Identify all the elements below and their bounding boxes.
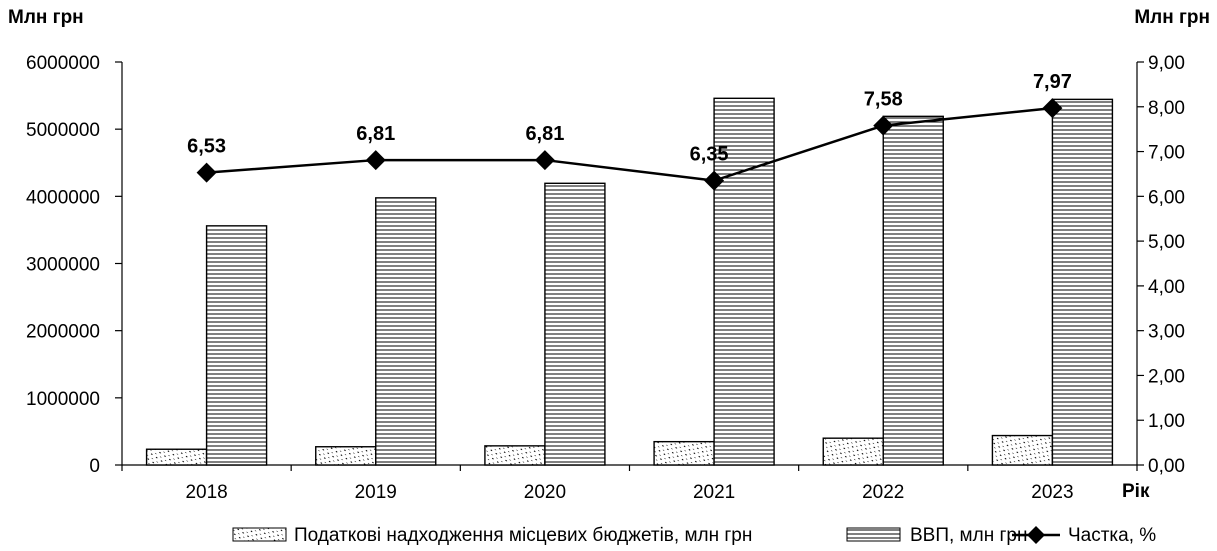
gdp-bar bbox=[544, 182, 606, 466]
legend-swatch-gdp bbox=[846, 527, 901, 542]
x-axis: 2018 2019 2020 2021 2022 2023 bbox=[121, 464, 1138, 503]
x-axis-tick-label: 2023 bbox=[1031, 482, 1073, 503]
bar-series-group bbox=[145, 97, 1114, 466]
gdp-bar bbox=[375, 197, 437, 466]
legend-label-gdp: ВВП, млн грн bbox=[910, 525, 1027, 546]
left-axis-tick-label: 5000000 bbox=[26, 120, 100, 141]
tax-revenue-bar bbox=[653, 440, 715, 466]
share-data-label: 7,97 bbox=[1033, 71, 1072, 93]
share-marker bbox=[873, 115, 894, 136]
share-marker bbox=[704, 170, 725, 191]
right-axis-tick-label: 0,00 bbox=[1148, 456, 1185, 477]
legend-label-share: Частка, % bbox=[1068, 525, 1156, 546]
tax-revenue-bar bbox=[315, 446, 377, 466]
share-data-label: 6,81 bbox=[525, 123, 564, 145]
right-axis-tick-label: 1,00 bbox=[1148, 411, 1185, 432]
line-series-group: 6,53 6,81 6,81 6,35 7,58 7,97 bbox=[187, 71, 1072, 191]
right-axis-tick-label: 6,00 bbox=[1148, 187, 1185, 208]
right-axis-tick-label: 7,00 bbox=[1148, 143, 1185, 164]
gdp-bar bbox=[1051, 98, 1114, 466]
right-y-axis: 0,00 1,00 2,00 3,00 4,00 5,00 6,00 7,00 8,00 9,00 bbox=[1136, 53, 1185, 477]
share-marker bbox=[365, 150, 386, 171]
gdp-bar bbox=[205, 225, 268, 466]
right-axis-tick-label: 8,00 bbox=[1148, 98, 1185, 119]
x-axis-tick-label: 2022 bbox=[862, 482, 904, 503]
x-axis-tick-label: 2019 bbox=[355, 482, 397, 503]
legend-swatch-tax-revenue bbox=[232, 527, 287, 542]
left-axis-tick-label: 4000000 bbox=[26, 187, 100, 208]
x-axis-tick-label: 2021 bbox=[693, 482, 735, 503]
gdp-bar bbox=[713, 97, 775, 466]
right-axis-tick-label: 2,00 bbox=[1148, 366, 1185, 387]
x-axis-tick-label: 2018 bbox=[185, 482, 227, 503]
share-data-label: 6,53 bbox=[187, 136, 226, 158]
tax-revenue-bar bbox=[822, 437, 884, 466]
right-axis-tick-label: 3,00 bbox=[1148, 322, 1185, 343]
share-marker bbox=[196, 162, 217, 183]
left-axis-title: Млн грн bbox=[8, 7, 84, 28]
gdp-bar bbox=[882, 115, 944, 466]
legend: Податкові надходження місцевих бюджетів,… bbox=[232, 525, 1156, 546]
x-axis-tick-label: 2020 bbox=[524, 482, 566, 503]
share-data-label: 6,81 bbox=[356, 123, 395, 145]
share-data-label: 6,35 bbox=[690, 144, 729, 166]
tax-revenue-bar bbox=[484, 445, 546, 466]
right-axis-tick-label: 4,00 bbox=[1148, 277, 1185, 298]
share-marker bbox=[1042, 98, 1063, 119]
left-axis-tick-label: 0 bbox=[89, 456, 100, 477]
tax-revenue-bar bbox=[991, 434, 1054, 466]
right-axis-title: Млн грн bbox=[1134, 7, 1210, 28]
left-axis-tick-label: 1000000 bbox=[26, 389, 100, 410]
left-axis-tick-label: 3000000 bbox=[26, 255, 100, 276]
legend-swatch-share-marker bbox=[1027, 526, 1045, 544]
legend-label-tax-revenue: Податкові надходження місцевих бюджетів,… bbox=[294, 525, 752, 546]
share-line bbox=[206, 106, 1053, 182]
right-axis-tick-label: 9,00 bbox=[1148, 53, 1185, 74]
left-y-axis: 0 1000000 2000000 3000000 4000000 5000000 6000… bbox=[26, 53, 123, 477]
left-axis-tick-label: 6000000 bbox=[26, 53, 100, 74]
left-axis-tick-label: 2000000 bbox=[26, 322, 100, 343]
right-axis-tick-label: 5,00 bbox=[1148, 232, 1185, 253]
share-data-label: 7,58 bbox=[864, 89, 903, 111]
share-marker bbox=[534, 150, 555, 171]
x-axis-title: Рік bbox=[1122, 481, 1150, 502]
tax-revenue-bar bbox=[145, 448, 208, 466]
